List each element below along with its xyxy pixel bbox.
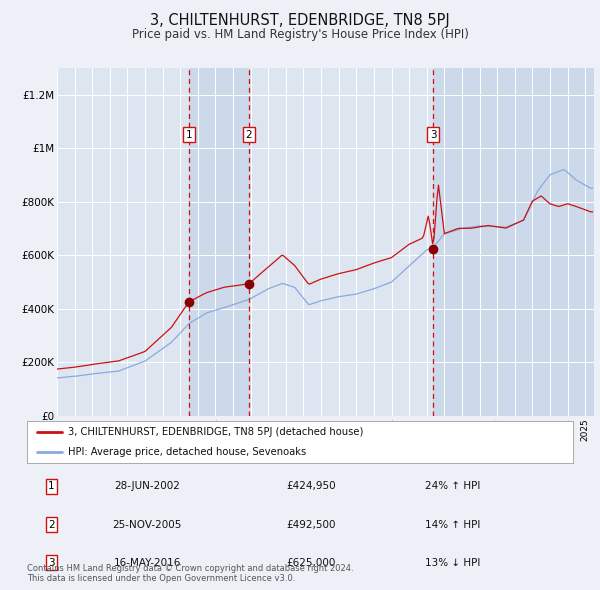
- Text: £424,950: £424,950: [286, 481, 336, 491]
- Text: 13% ↓ HPI: 13% ↓ HPI: [425, 558, 481, 568]
- Text: 3, CHILTENHURST, EDENBRIDGE, TN8 5PJ (detached house): 3, CHILTENHURST, EDENBRIDGE, TN8 5PJ (de…: [68, 427, 364, 437]
- Text: Price paid vs. HM Land Registry's House Price Index (HPI): Price paid vs. HM Land Registry's House …: [131, 28, 469, 41]
- Text: 14% ↑ HPI: 14% ↑ HPI: [425, 520, 481, 529]
- Text: 2: 2: [245, 130, 252, 140]
- Text: Contains HM Land Registry data © Crown copyright and database right 2024.
This d: Contains HM Land Registry data © Crown c…: [27, 563, 353, 583]
- Text: 3: 3: [48, 558, 55, 568]
- Text: 1: 1: [185, 130, 192, 140]
- Text: £492,500: £492,500: [286, 520, 335, 529]
- Text: 3: 3: [430, 130, 437, 140]
- Text: 16-MAY-2016: 16-MAY-2016: [113, 558, 181, 568]
- Bar: [189, 68, 249, 416]
- Text: HPI: Average price, detached house, Sevenoaks: HPI: Average price, detached house, Seve…: [68, 447, 306, 457]
- Text: £625,000: £625,000: [286, 558, 335, 568]
- Bar: [433, 68, 594, 416]
- Text: 3, CHILTENHURST, EDENBRIDGE, TN8 5PJ: 3, CHILTENHURST, EDENBRIDGE, TN8 5PJ: [150, 13, 450, 28]
- Text: 2: 2: [48, 520, 55, 529]
- Text: 28-JUN-2002: 28-JUN-2002: [114, 481, 180, 491]
- Text: 25-NOV-2005: 25-NOV-2005: [112, 520, 182, 529]
- Text: 24% ↑ HPI: 24% ↑ HPI: [425, 481, 481, 491]
- Text: 1: 1: [48, 481, 55, 491]
